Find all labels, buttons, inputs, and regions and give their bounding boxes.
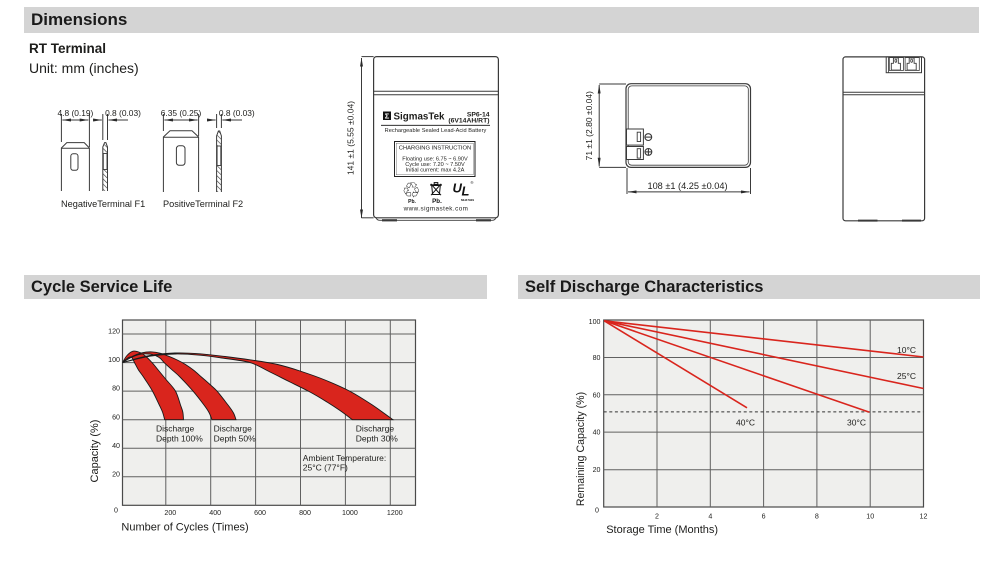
svg-text:8: 8 [815,513,819,521]
svg-text:Depth 30%: Depth 30% [356,434,398,444]
svg-text:1200: 1200 [387,509,403,517]
svg-text:20: 20 [112,470,120,478]
svg-text:60: 60 [593,391,601,399]
svg-text:Floating use: 6.75 ~ 6.90V: Floating use: 6.75 ~ 6.90V [402,157,468,163]
svg-text:40°C: 40°C [736,418,755,428]
svg-text:30°C: 30°C [847,418,866,428]
svg-text:MH47929: MH47929 [461,198,474,202]
svg-text:U: U [453,181,463,196]
svg-text:60: 60 [112,413,120,421]
svg-text:Pb.: Pb. [432,198,442,205]
svg-text:Discharge: Discharge [214,424,253,434]
svg-text:Remaining Capacity (%): Remaining Capacity (%) [575,392,587,506]
svg-text:SP6-14: SP6-14 [467,111,490,118]
svg-text:200: 200 [164,509,176,517]
svg-text:Initial current: max 4.2A: Initial current: max 4.2A [406,168,465,174]
svg-text:108 ±1 (4.25 ±0.04): 108 ±1 (4.25 ±0.04) [647,181,727,191]
svg-text:PositiveTerminal F2: PositiveTerminal F2 [163,199,243,209]
svg-text:12: 12 [920,513,928,521]
svg-text:4: 4 [708,513,712,521]
svg-text:Pb.: Pb. [408,199,416,205]
svg-text:NegativeTerminal F1: NegativeTerminal F1 [61,199,145,209]
svg-text:Number of Cycles (Times): Number of Cycles (Times) [121,522,248,534]
svg-text:0: 0 [114,507,118,515]
svg-text:80: 80 [112,385,120,393]
svg-text:(6V14AH/RT): (6V14AH/RT) [448,117,489,124]
svg-text:120: 120 [108,328,120,336]
svg-text:®: ® [471,180,474,185]
svg-text:SigmasTek: SigmasTek [394,112,446,123]
svg-text:Storage Time (Months): Storage Time (Months) [606,524,718,536]
svg-text:0.8 (0.03): 0.8 (0.03) [219,108,255,118]
svg-text:40: 40 [593,429,601,437]
svg-text:4.8 (0.19): 4.8 (0.19) [57,108,93,118]
svg-text:1000: 1000 [342,509,358,517]
svg-text:Capacity (%): Capacity (%) [89,420,101,483]
svg-text:Ambient Temperature:: Ambient Temperature: [303,453,386,463]
svg-text:100: 100 [108,356,120,364]
svg-text:2: 2 [655,513,659,521]
svg-text:800: 800 [299,509,311,517]
svg-text:600: 600 [254,509,266,517]
svg-text:Cycle use: 7.20 ~ 7.50V: Cycle use: 7.20 ~ 7.50V [405,162,465,168]
svg-text:25°C (77°F): 25°C (77°F) [303,462,348,472]
svg-text:L: L [462,184,470,199]
svg-text:6: 6 [762,513,766,521]
svg-text:Depth 50%: Depth 50% [214,434,256,444]
svg-text:CHARGING INSTRUCTION: CHARGING INSTRUCTION [399,146,471,152]
svg-text:400: 400 [209,509,221,517]
svg-text:0: 0 [595,507,599,515]
svg-text:141 ±1 (5.55 ±0.04): 141 ±1 (5.55 ±0.04) [346,101,356,175]
svg-text:100: 100 [589,318,601,326]
svg-text:0.8 (0.03): 0.8 (0.03) [105,108,141,118]
svg-text:Rechargeable Sealed Lead-Acid: Rechargeable Sealed Lead-Acid Battery [385,128,487,134]
svg-text:25°C: 25°C [897,371,916,381]
svg-text:www.sigmastek.com: www.sigmastek.com [403,206,469,213]
svg-text:Discharge: Discharge [356,424,395,434]
svg-text:20: 20 [593,466,601,474]
svg-text:Σ: Σ [385,112,390,121]
svg-text:Discharge: Discharge [156,424,195,434]
svg-text:10°C: 10°C [897,345,916,355]
svg-text:♲: ♲ [402,179,421,202]
svg-text:80: 80 [593,354,601,362]
svg-text:10: 10 [866,513,874,521]
svg-text:Depth 100%: Depth 100% [156,434,203,444]
svg-text:71 ±1 (2.80 ±0.04): 71 ±1 (2.80 ±0.04) [584,91,594,161]
svg-text:6.35 (0.25): 6.35 (0.25) [161,108,202,118]
svg-text:40: 40 [112,442,120,450]
